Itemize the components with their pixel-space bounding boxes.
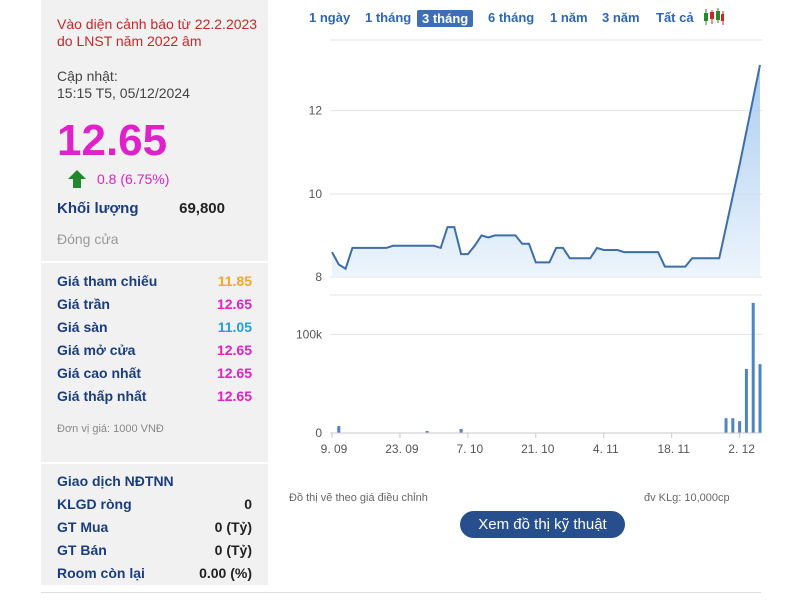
foreign-label: KLGD ròng [57,496,132,512]
foreign-row: KLGD ròng 0 [57,496,252,514]
price-line [331,64,761,271]
volume-label: Khối lượng [57,200,139,217]
x-tick-label: 4. 11 [593,442,619,456]
updated-label: Cập nhật: [57,68,118,84]
range-tab[interactable]: 1 ngày [309,10,351,25]
volume-bar [744,368,748,433]
x-tick-label: 7. 10 [457,442,484,456]
stat-label: Giá trần [57,296,110,312]
y-tick-label: 10 [309,187,323,201]
market-status: Đóng cửa [57,231,119,247]
x-tick-label: 9. 09 [321,442,348,456]
stat-value: 12.65 [216,296,252,312]
x-tick-label: 2. 12 [728,442,755,456]
y-tick-label: 8 [315,270,322,284]
range-tab[interactable]: 3 tháng [417,10,474,27]
update-info: Cập nhật: 15:15 T5, 05/12/2024 [57,68,262,102]
volume-row: Khối lượng 69,800 [57,200,252,218]
stat-label: Giá tham chiếu [57,273,158,289]
divider [41,592,761,593]
foreign-value: 0 (Tỷ) [214,519,252,535]
foreign-value: 0.00 (%) [199,565,252,581]
foreign-row: GT Mua 0 (Tỷ) [57,519,252,537]
stat-label: Giá mở cửa [57,342,136,358]
range-tab[interactable]: 6 tháng [488,10,535,25]
x-tick-label: 18. 11 [657,442,690,456]
volume-value: 69,800 [179,200,225,217]
volume-bar [731,418,735,433]
foreign-label: Giao dịch NĐTNN [57,473,174,489]
stat-label: Giá sàn [57,319,108,335]
volume-unit: đv KLg: 10,000cp [644,492,730,504]
divider [41,261,268,263]
foreign-value: 0 (Tỷ) [214,542,252,558]
volume-bar [459,429,463,433]
stat-label: Giá thấp nhất [57,388,147,404]
chart-note: Đồ thị vẽ theo giá điều chỉnh [289,492,428,504]
foreign-row: GT Bán 0 (Tỷ) [57,542,252,560]
stat-value: 12.65 [216,388,252,404]
quote-panel [41,0,268,585]
stat-row: Giá trần 12.65 [57,296,252,314]
stat-label: Giá cao nhất [57,365,142,381]
stat-row: Giá sàn 11.05 [57,319,252,337]
foreign-row: Room còn lại 0.00 (%) [57,565,252,583]
foreign-label: Room còn lại [57,565,145,581]
volume-bar [724,418,728,433]
price-change: 0.8 (6.75%) [97,171,170,187]
x-tick-label: 21. 10 [521,442,555,456]
y-tick-label: 100k [296,327,323,341]
technical-chart-button[interactable]: Xem đồ thị kỹ thuật [460,511,625,538]
range-tab[interactable]: 1 tháng [365,10,412,25]
range-tab[interactable]: 1 năm [550,10,588,25]
volume-bar [738,421,742,433]
range-tab[interactable]: 3 năm [602,10,640,25]
divider [41,462,268,464]
updated-time: 15:15 T5, 05/12/2024 [57,85,190,101]
stat-value: 11.05 [217,319,252,335]
current-price: 12.65 [57,116,168,165]
up-arrow-icon [68,170,86,179]
volume-bar [425,431,429,433]
y-tick-label: 0 [315,426,322,440]
foreign-value: 0 [244,496,252,512]
volume-bar [758,364,762,433]
range-tab[interactable]: Tất cả [656,10,694,25]
stat-value: 12.65 [216,342,252,358]
volume-bar [751,302,755,433]
candlestick-icon[interactable] [703,8,725,26]
stat-row: Giá mở cửa 12.65 [57,342,252,360]
x-tick-label: 23. 09 [385,442,419,456]
foreign-label: GT Mua [57,519,109,535]
foreign-row: Giao dịch NĐTNN [57,473,252,491]
unit-note: Đơn vị giá: 1000 VNĐ [57,423,164,435]
stat-value: 11.85 [217,273,252,289]
price-area [332,64,760,278]
warning-text: Vào diện cảnh báo từ 22.2.2023 do LNST n… [57,16,258,49]
up-arrow-icon-stem [73,179,81,188]
candlestick-icon-svg [704,8,724,25]
foreign-label: GT Bán [57,542,107,558]
stat-value: 12.65 [216,365,252,381]
stat-row: Giá tham chiếu 11.85 [57,273,252,291]
stat-row: Giá cao nhất 12.65 [57,365,252,383]
volume-bar [337,426,341,433]
stat-row: Giá thấp nhất 12.65 [57,388,252,406]
y-tick-label: 12 [309,104,323,118]
